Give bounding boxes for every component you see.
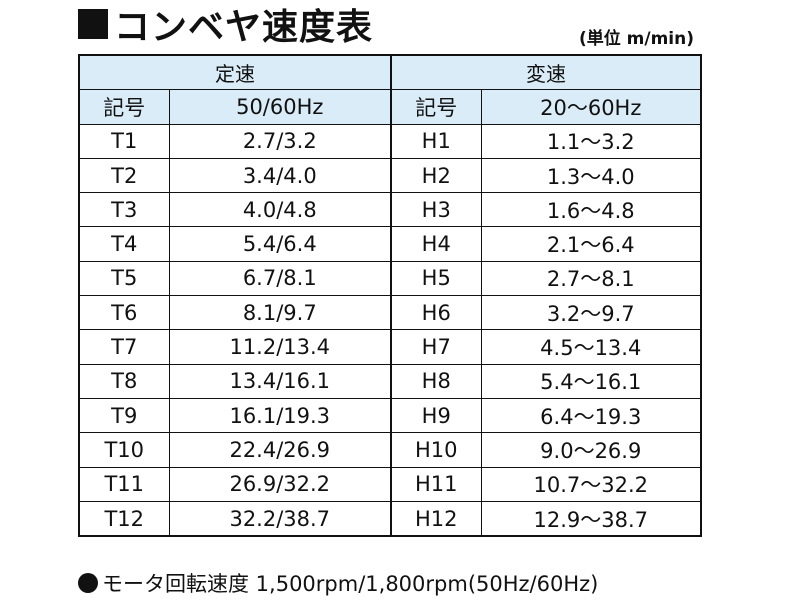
cell-code-variable: H9 xyxy=(390,397,482,434)
column-header-freq-variable: 20〜60Hz xyxy=(480,89,702,125)
cell-speed-variable: 12.9〜38.7 xyxy=(480,500,702,537)
cell-code-variable: H5 xyxy=(390,260,482,297)
cell-speed-fixed: 26.9/32.2 xyxy=(168,466,392,502)
page-title-text: コンベヤ速度表 xyxy=(114,7,374,48)
cell-code-variable: H12 xyxy=(390,500,482,537)
cell-speed-fixed: 2.7/3.2 xyxy=(168,123,392,159)
cell-code-fixed: T1 xyxy=(78,123,170,159)
cell-code-fixed: T2 xyxy=(78,157,170,194)
table-row: T4 5.4/6.4 H4 2.1〜6.4 xyxy=(78,226,702,262)
cell-code-variable: H2 xyxy=(390,157,482,194)
table-row: T1 2.7/3.2 H1 1.1〜3.2 xyxy=(78,123,702,159)
page-title: コンベヤ速度表 xyxy=(78,2,373,48)
cell-speed-fixed: 32.2/38.7 xyxy=(168,500,392,537)
cell-code-fixed: T6 xyxy=(78,295,170,331)
cell-speed-variable: 2.7〜8.1 xyxy=(480,260,702,297)
black-circle-icon xyxy=(78,573,98,593)
cell-speed-fixed: 6.7/8.1 xyxy=(168,260,392,297)
cell-code-variable: H10 xyxy=(390,432,482,468)
cell-code-fixed: T5 xyxy=(78,260,170,297)
cell-code-fixed: T7 xyxy=(78,329,170,365)
cell-code-variable: H4 xyxy=(390,226,482,262)
motor-speed-note-text: モータ回転速度 1,500rpm/1,800rpm(50Hz/60Hz) xyxy=(102,572,599,596)
group-header-row: 定速 変速 xyxy=(78,54,702,91)
cell-speed-variable: 5.4〜16.1 xyxy=(480,363,702,399)
cell-speed-variable: 3.2〜9.7 xyxy=(480,295,702,331)
cell-speed-variable: 4.5〜13.4 xyxy=(480,329,702,365)
cell-code-fixed: T3 xyxy=(78,192,170,228)
cell-speed-variable: 6.4〜19.3 xyxy=(480,397,702,434)
cell-code-fixed: T11 xyxy=(78,466,170,502)
table-row: T7 11.2/13.4 H7 4.5〜13.4 xyxy=(78,329,702,365)
cell-speed-fixed: 4.0/4.8 xyxy=(168,192,392,228)
cell-speed-fixed: 8.1/9.7 xyxy=(168,295,392,331)
cell-code-variable: H3 xyxy=(390,192,482,228)
column-header-row: 記号 50/60Hz 記号 20〜60Hz xyxy=(78,89,702,125)
table-row: T9 16.1/19.3 H9 6.4〜19.3 xyxy=(78,397,702,434)
cell-code-variable: H11 xyxy=(390,466,482,502)
cell-speed-variable: 9.0〜26.9 xyxy=(480,432,702,468)
table-row: T10 22.4/26.9 H10 9.0〜26.9 xyxy=(78,432,702,468)
cell-code-variable: H8 xyxy=(390,363,482,399)
table-row: T12 32.2/38.7 H12 12.9〜38.7 xyxy=(78,500,702,537)
cell-code-variable: H1 xyxy=(390,123,482,159)
cell-speed-variable: 1.1〜3.2 xyxy=(480,123,702,159)
cell-speed-fixed: 13.4/16.1 xyxy=(168,363,392,399)
group-header-variable: 変速 xyxy=(390,54,702,91)
cell-speed-fixed: 5.4/6.4 xyxy=(168,226,392,262)
cell-code-fixed: T8 xyxy=(78,363,170,399)
motor-speed-note: モータ回転速度 1,500rpm/1,800rpm(50Hz/60Hz) xyxy=(78,568,598,598)
conveyor-speed-table: 定速 変速 記号 50/60Hz 記号 20〜60Hz T1 2.7/3.2 H1 1… xyxy=(78,54,702,538)
cell-speed-variable: 2.1〜6.4 xyxy=(480,226,702,262)
table-row: T8 13.4/16.1 H8 5.4〜16.1 xyxy=(78,363,702,399)
column-header-code-variable: 記号 xyxy=(390,89,482,125)
cell-speed-variable: 1.6〜4.8 xyxy=(480,192,702,228)
table-row: T2 3.4/4.0 H2 1.3〜4.0 xyxy=(78,157,702,194)
table-body: T1 2.7/3.2 H1 1.1〜3.2 T2 3.4/4.0 H2 1.3〜4.0 T3 4.… xyxy=(78,123,702,537)
cell-code-fixed: T4 xyxy=(78,226,170,262)
cell-code-fixed: T10 xyxy=(78,432,170,468)
cell-speed-variable: 1.3〜4.0 xyxy=(480,157,702,194)
cell-speed-fixed: 22.4/26.9 xyxy=(168,432,392,468)
cell-code-variable: H6 xyxy=(390,295,482,331)
black-square-icon xyxy=(78,9,108,39)
unit-label: (単位 m/min) xyxy=(578,29,694,49)
cell-code-variable: H7 xyxy=(390,329,482,365)
cell-speed-variable: 10.7〜32.2 xyxy=(480,466,702,502)
cell-speed-fixed: 11.2/13.4 xyxy=(168,329,392,365)
table-row: T3 4.0/4.8 H3 1.6〜4.8 xyxy=(78,192,702,228)
cell-code-fixed: T12 xyxy=(78,500,170,537)
cell-speed-fixed: 3.4/4.0 xyxy=(168,157,392,194)
cell-code-fixed: T9 xyxy=(78,397,170,434)
table-row: T5 6.7/8.1 H5 2.7〜8.1 xyxy=(78,260,702,297)
cell-speed-fixed: 16.1/19.3 xyxy=(168,397,392,434)
table-row: T6 8.1/9.7 H6 3.2〜9.7 xyxy=(78,295,702,331)
table-row: T11 26.9/32.2 H11 10.7〜32.2 xyxy=(78,466,702,502)
column-header-code-fixed: 記号 xyxy=(78,89,170,125)
group-header-fixed: 定速 xyxy=(78,54,392,91)
column-header-freq-fixed: 50/60Hz xyxy=(168,89,392,125)
